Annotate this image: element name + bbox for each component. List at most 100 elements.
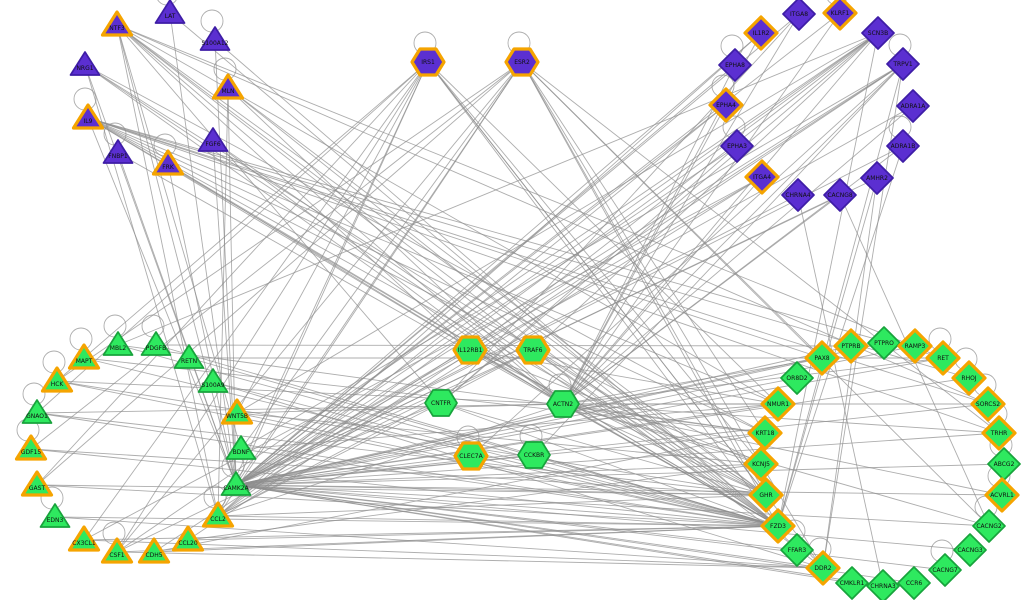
- triangle-node-shape: [197, 127, 229, 152]
- node-PDGFB[interactable]: PDGFB: [140, 331, 172, 356]
- node-IRS1[interactable]: IRS1: [410, 47, 446, 77]
- hexagon-node-shape: [515, 335, 551, 365]
- edge: [36, 484, 779, 527]
- node-NRG1[interactable]: NRG1: [69, 51, 101, 76]
- edge: [562, 357, 823, 405]
- node-MLN[interactable]: MLN: [211, 73, 245, 100]
- triangle-node-shape: [220, 398, 254, 425]
- node-IL1R2[interactable]: IL1R2: [743, 15, 779, 51]
- node-CCR6[interactable]: CCR6: [897, 566, 931, 600]
- edge: [84, 64, 779, 527]
- node-RETN[interactable]: RETN: [173, 344, 205, 369]
- triangle-node-shape: [39, 503, 71, 528]
- node-ITGA8[interactable]: ITGA8: [782, 0, 816, 31]
- node-NTF3[interactable]: NTF3: [100, 10, 134, 37]
- edge: [235, 403, 989, 486]
- diamond-node-shape: [760, 386, 796, 422]
- triangle-node-shape: [102, 139, 134, 164]
- node-KLRF1[interactable]: KLRF1: [822, 0, 858, 31]
- edge: [117, 344, 779, 527]
- node-KRT18[interactable]: KRT18: [747, 415, 783, 451]
- edge: [532, 349, 767, 496]
- node-GDF15[interactable]: GDF15: [14, 434, 48, 461]
- node-HCK[interactable]: HCK: [40, 366, 74, 393]
- node-TRAF6[interactable]: TRAF6: [515, 335, 551, 365]
- node-CCKBR[interactable]: CCKBR: [517, 441, 551, 469]
- nodes-layer: NTF3LATS100A12NRG1MLNIL9FNBP1FRKFGF6IRS1…: [14, 0, 1021, 600]
- node-CACNG3[interactable]: CACNG3: [953, 533, 987, 567]
- node-CNTFR[interactable]: CNTFR: [424, 389, 458, 417]
- edge: [117, 32, 879, 346]
- edge: [235, 32, 762, 486]
- node-EDN3[interactable]: EDN3: [39, 503, 71, 528]
- edge: [212, 381, 779, 527]
- edge: [777, 63, 904, 527]
- node-ACTN2[interactable]: ACTN2: [546, 390, 580, 418]
- node-S100A9[interactable]: S100A9: [197, 368, 229, 393]
- diamond-node-shape: [744, 159, 780, 195]
- diamond-node-shape: [780, 361, 814, 395]
- node-CLEC7A[interactable]: CLEC7A: [453, 441, 489, 471]
- self-loop-edge: [141, 314, 165, 338]
- edge: [235, 432, 1000, 486]
- triangle-node-shape: [21, 399, 53, 424]
- edge: [562, 176, 763, 405]
- edge: [84, 64, 766, 434]
- diamond-node-shape: [780, 533, 814, 567]
- node-S100A12[interactable]: S100A12: [199, 26, 231, 51]
- node-GAST[interactable]: GAST: [20, 470, 54, 497]
- triangle-node-shape: [67, 343, 101, 370]
- triangle-node-shape: [154, 0, 186, 24]
- node-CSF1[interactable]: CSF1: [100, 537, 134, 564]
- node-ADRA1A[interactable]: ADRA1A: [896, 89, 930, 123]
- diamond-node-shape: [953, 533, 987, 567]
- edge: [562, 12, 841, 405]
- edge: [87, 117, 767, 496]
- self-loop-edge: [200, 9, 224, 33]
- edge: [87, 117, 779, 405]
- node-ESR2[interactable]: ESR2: [504, 47, 540, 77]
- node-CMKLR1[interactable]: CMKLR1: [835, 566, 869, 600]
- edge: [153, 432, 766, 553]
- node-CHRNA4[interactable]: CHRNA4: [781, 178, 815, 212]
- node-CX3CL1[interactable]: CX3CL1: [67, 525, 101, 552]
- edge: [533, 63, 904, 456]
- self-loop-edge: [69, 327, 93, 351]
- edge: [87, 117, 823, 359]
- edge: [235, 176, 763, 486]
- triangle-node-shape: [69, 51, 101, 76]
- diamond-node-shape: [866, 569, 900, 600]
- edge: [562, 104, 727, 405]
- edge: [83, 357, 766, 434]
- triangle-node-shape: [20, 470, 54, 497]
- triangle-node-shape: [211, 73, 245, 100]
- edge: [562, 357, 944, 405]
- triangle-node-shape: [151, 149, 185, 176]
- node-CHRNA3[interactable]: CHRNA3: [866, 569, 900, 600]
- edge: [562, 32, 762, 405]
- edge: [532, 349, 779, 527]
- hexagon-node-shape: [410, 47, 446, 77]
- triangle-node-shape: [100, 10, 134, 37]
- node-IL12RB1[interactable]: IL12RB1: [452, 335, 488, 365]
- edge: [562, 13, 800, 405]
- edge: [236, 403, 564, 414]
- edge: [212, 381, 824, 569]
- node-AMHR2[interactable]: AMHR2: [860, 161, 894, 195]
- hexagon-node-shape: [546, 390, 580, 418]
- edge: [562, 64, 736, 405]
- node-LAT[interactable]: LAT: [154, 0, 186, 24]
- edge: [116, 24, 219, 517]
- node-FRK[interactable]: FRK: [151, 149, 185, 176]
- edge: [440, 13, 800, 404]
- node-MBL2[interactable]: MBL2: [102, 331, 134, 356]
- edge: [427, 61, 779, 405]
- edge: [30, 61, 523, 450]
- triangle-node-shape: [102, 331, 134, 356]
- diamond-node-shape: [981, 415, 1017, 451]
- edge: [187, 525, 779, 541]
- node-MAPT[interactable]: MAPT: [67, 343, 101, 370]
- edge: [217, 176, 763, 517]
- diamond-node-shape: [804, 340, 840, 376]
